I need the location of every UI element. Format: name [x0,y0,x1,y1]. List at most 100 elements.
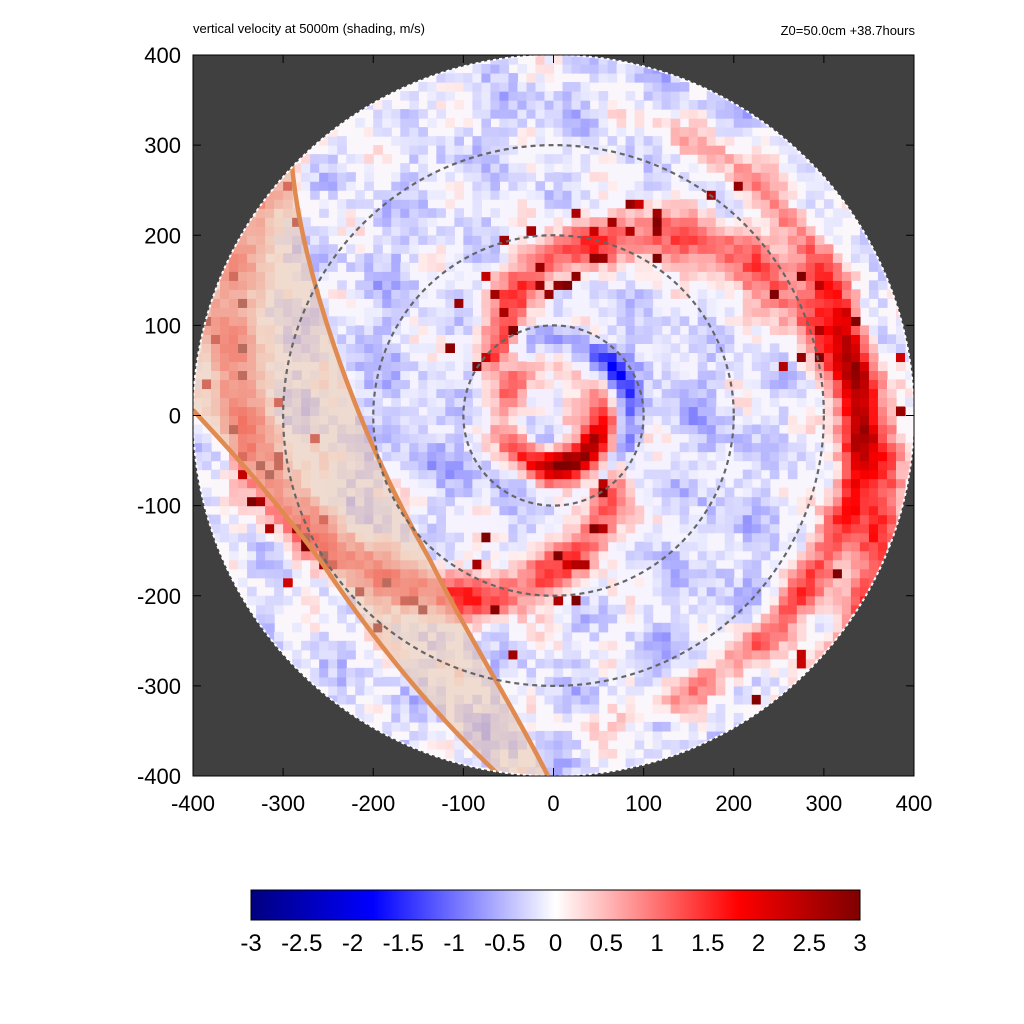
field-cell [553,514,564,525]
field-cell [688,568,699,579]
field-cell [463,82,473,92]
field-cell [697,712,708,723]
field-cell [832,487,843,498]
field-cell [544,55,555,65]
field-cell [832,586,843,597]
field-cell [418,109,428,119]
field-cell [769,640,780,651]
field-cell [517,658,528,669]
field-cell [715,487,726,498]
field-cell [679,649,690,660]
field-cell [895,334,906,344]
field-cell [715,136,726,146]
field-cell [553,712,564,723]
field-cell [643,235,654,245]
field-cell [436,136,446,146]
field-cell [742,154,753,164]
field-cell [805,460,816,471]
field-cell [823,424,834,435]
field-cell [661,406,672,417]
field-cell [769,154,780,164]
field-cell [472,190,482,200]
field-cell [724,289,735,299]
field-cell [463,451,473,462]
field-cell [598,667,609,678]
field-cell [535,415,546,426]
field-cell [517,298,528,308]
field-cell [832,325,843,335]
field-cell [814,586,825,597]
field-cell [499,595,510,606]
field-cell [391,298,401,308]
field-cell [454,154,464,164]
field-cell [706,604,717,615]
field-cell [355,343,365,354]
field-cell [580,217,591,227]
field-cell [535,505,546,516]
colorbar-tick-label: 0.5 [590,930,623,957]
field-cell [724,361,735,372]
field-cell [571,523,582,534]
field-cell [535,370,546,381]
field-cell [364,127,374,137]
field-cell [544,460,555,471]
field-cell [553,586,564,597]
field-cell [418,730,428,741]
field-cell [301,226,311,236]
field-cell [589,712,600,723]
x-axis-labels: -400 -300 -200 -100 0 100 200 300 400 [171,791,932,816]
field-cell [427,469,437,480]
field-cell [499,73,510,83]
field-cell [733,199,744,209]
field-cell [598,757,609,768]
field-cell [670,217,681,227]
field-cell [679,262,690,272]
y-tick-label: 300 [144,133,181,158]
field-cell [634,442,645,453]
field-cell [670,244,681,254]
field-cell [517,523,528,534]
field-cell [760,190,771,200]
field-cell [598,406,609,417]
field-cell [688,730,699,741]
field-cell [247,595,257,606]
field-cell [445,235,455,245]
field-cell [562,559,573,570]
field-cell [382,415,392,426]
field-cell [346,289,356,299]
field-cell [805,244,816,254]
field-cell [328,685,338,696]
field-cell [706,505,717,516]
field-cell [823,523,834,534]
field-cell [364,316,374,326]
field-cell [481,604,492,615]
field-cell [517,712,528,723]
field-cell [679,712,690,723]
field-cell [652,235,663,245]
field-cell [445,568,455,579]
field-cell [418,190,428,200]
field-cell [697,451,708,462]
field-cell [589,145,600,155]
field-cell [499,352,510,363]
field-cell [733,406,744,417]
field-cell [256,505,266,516]
field-cell [769,496,780,507]
field-cell [859,433,870,444]
field-cell [256,550,266,561]
field-cell [607,577,618,588]
field-cell [481,568,492,579]
field-cell [436,541,446,552]
field-cell [544,109,555,119]
field-cell [814,469,825,480]
field-cell [715,289,726,299]
y-tick-label: 100 [144,313,181,338]
field-cell [499,289,510,299]
field-cell [580,154,591,164]
field-cell [832,541,843,552]
field-cell [553,91,564,101]
field-cell [490,325,501,335]
field-cell [544,469,555,480]
field-cell [760,370,771,381]
field-cell [427,217,437,227]
